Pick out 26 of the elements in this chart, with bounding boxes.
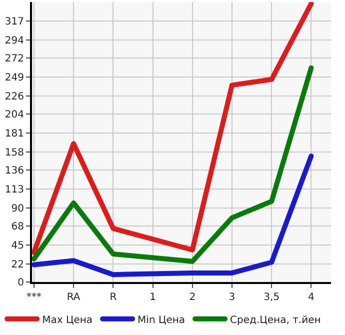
y-tick-label: 226 xyxy=(4,91,24,102)
x-tick-label: 1 xyxy=(150,292,156,303)
legend-label: Max Цена xyxy=(42,314,93,326)
x-tick-label: R xyxy=(110,292,117,303)
y-tick-label: 204 xyxy=(4,110,24,120)
y-tick-label: 0 xyxy=(18,278,24,288)
y-tick-label: 294 xyxy=(4,35,24,46)
y-tick-label: 181 xyxy=(4,128,24,140)
y-tick-label: 136 xyxy=(4,166,24,176)
x-tick-label: 3 xyxy=(228,292,236,303)
y-tick-label: 90 xyxy=(11,203,24,214)
y-tick-label: 113 xyxy=(4,184,24,196)
y-tick-label: 249 xyxy=(4,72,24,84)
y-tick-label: 45 xyxy=(11,240,24,252)
y-tick-label: 22 xyxy=(11,259,24,270)
x-tick-label: 3,5 xyxy=(264,292,280,303)
x-tick-label: 4 xyxy=(308,292,314,303)
legend-label: Сред.Цена, т.йен xyxy=(230,314,321,326)
x-tick-label: 2 xyxy=(189,292,196,303)
y-tick-label: 272 xyxy=(4,54,24,64)
y-tick-label: 317 xyxy=(4,16,24,28)
x-tick-label: *** xyxy=(26,292,42,303)
y-tick-label: 158 xyxy=(4,147,24,158)
legend-label: Min Цена xyxy=(138,314,186,326)
y-tick-label: 68 xyxy=(11,222,24,232)
x-tick-label: RA xyxy=(66,292,80,303)
